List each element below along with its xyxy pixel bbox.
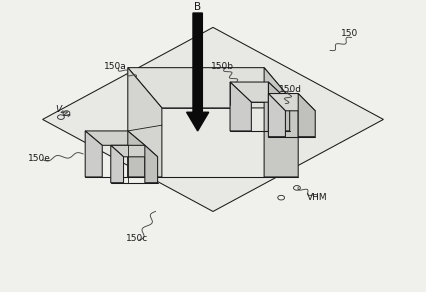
Polygon shape — [43, 27, 383, 211]
Polygon shape — [230, 82, 251, 131]
Polygon shape — [268, 93, 285, 137]
Polygon shape — [268, 93, 315, 111]
Polygon shape — [298, 93, 315, 137]
Polygon shape — [145, 145, 158, 183]
Polygon shape — [111, 145, 158, 157]
Text: 150b: 150b — [211, 62, 234, 71]
Polygon shape — [128, 68, 162, 177]
Text: 150: 150 — [341, 29, 358, 38]
Polygon shape — [264, 68, 298, 177]
Polygon shape — [85, 131, 102, 177]
Polygon shape — [128, 68, 298, 108]
Polygon shape — [85, 131, 145, 145]
Text: 150a: 150a — [104, 62, 127, 71]
Polygon shape — [230, 82, 290, 102]
FancyArrow shape — [187, 13, 209, 131]
Text: 150d: 150d — [279, 85, 302, 94]
Text: VHM: VHM — [307, 193, 327, 201]
Polygon shape — [128, 131, 145, 177]
Text: 150c: 150c — [126, 234, 148, 243]
Text: V: V — [55, 105, 61, 114]
Polygon shape — [268, 82, 290, 131]
Text: B: B — [194, 1, 201, 12]
Text: 150e: 150e — [28, 154, 51, 163]
Polygon shape — [111, 145, 124, 183]
